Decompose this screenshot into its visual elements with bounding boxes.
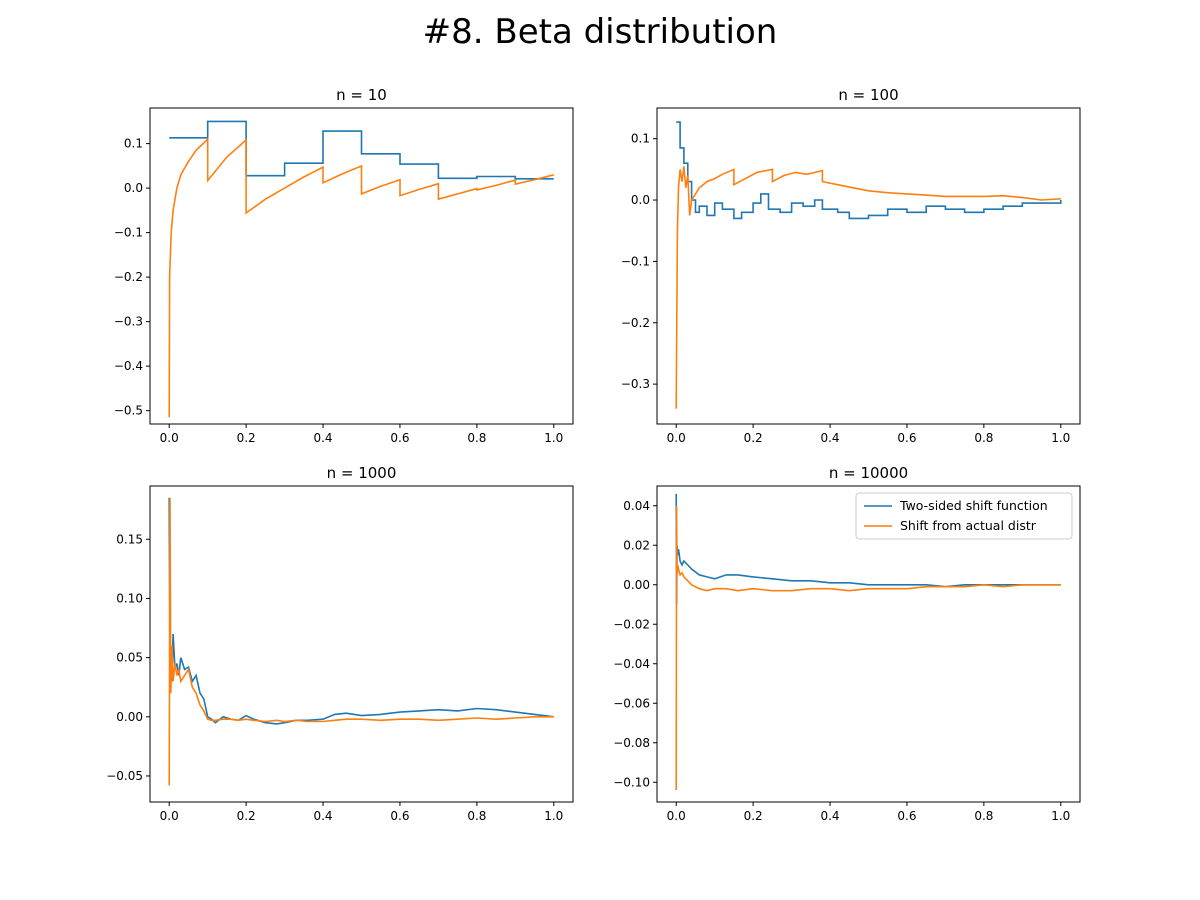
legend-label: Two-sided shift function (899, 498, 1048, 513)
y-tick-label: 0.10 (116, 591, 143, 605)
series-2-line (675, 505, 1061, 791)
y-tick-label: 0.0 (124, 181, 143, 195)
x-tick-label: 0.0 (160, 431, 179, 445)
series-1-line (675, 493, 1061, 605)
subplot-title: n = 10 (336, 86, 387, 104)
legend: Two-sided shift function Shift from actua… (855, 492, 1073, 540)
x-tick-label: 0.4 (313, 431, 332, 445)
y-tick-label: 0.15 (116, 532, 143, 546)
x-tick-label: 0.8 (467, 809, 486, 823)
y-tick-label: −0.2 (621, 316, 650, 330)
y-tick-label: −0.1 (621, 254, 650, 268)
series-2-line (168, 137, 554, 418)
y-tick-label: 0.1 (124, 137, 143, 151)
series-1-line (169, 120, 554, 180)
x-tick-label: 0.2 (744, 431, 763, 445)
plot-frame (656, 485, 1081, 803)
x-tick-label: 0.4 (820, 809, 839, 823)
x-tick-label: 1.0 (544, 809, 563, 823)
y-tick-label: −0.5 (114, 404, 143, 418)
y-tick-label: −0.06 (613, 696, 650, 710)
legend-box (855, 492, 1073, 540)
x-tick-label: 0.4 (313, 809, 332, 823)
subplot-4: n = 10000 0.0 0.2 0.4 0.6 0.8 1.0 0.04 0.02 0.00 −… (613, 464, 1081, 823)
y-tick-label: 0.1 (631, 132, 650, 146)
y-tick-label: −0.3 (114, 315, 143, 329)
x-tick-label: 0.4 (820, 431, 839, 445)
y-tick-label: −0.1 (114, 226, 143, 240)
x-tick-label: 1.0 (1051, 809, 1070, 823)
series-2-line (675, 166, 1061, 409)
x-tick-label: 0.0 (667, 431, 686, 445)
x-tick-label: 1.0 (1051, 431, 1070, 445)
x-tick-label: 0.2 (237, 809, 256, 823)
figure-title: #8. Beta distribution (422, 12, 778, 52)
y-tick-label: 0.00 (116, 710, 143, 724)
x-tick-label: 0.6 (897, 431, 916, 445)
plot-frame (149, 485, 574, 803)
series-1-line (168, 497, 554, 725)
x-tick-label: 0.6 (390, 431, 409, 445)
y-tick-label: 0.00 (623, 578, 650, 592)
subplot-2: n = 100 0.0 0.2 0.4 0.6 0.8 1.0 0.1 0.0 −0.1 −0.2 −… (621, 86, 1081, 445)
x-tick-label: 1.0 (544, 431, 563, 445)
y-tick-label: −0.3 (621, 377, 650, 391)
x-tick-label: 0.2 (237, 431, 256, 445)
y-tick-label: −0.4 (114, 359, 143, 373)
subplot-3: n = 1000 0.0 0.2 0.4 0.6 0.8 1.0 0.15 0.10 0.05 0.… (106, 464, 574, 823)
x-tick-label: 0.8 (974, 431, 993, 445)
x-tick-label: 0.8 (467, 431, 486, 445)
x-tick-label: 0.8 (974, 809, 993, 823)
y-tick-label: 0.05 (116, 651, 143, 665)
y-tick-label: −0.04 (613, 657, 650, 671)
x-tick-label: 0.2 (744, 809, 763, 823)
y-tick-label: −0.02 (613, 617, 650, 631)
x-tick-label: 0.6 (897, 809, 916, 823)
x-tick-label: 0.0 (667, 809, 686, 823)
x-tick-label: 0.6 (390, 809, 409, 823)
y-tick-label: −0.05 (106, 769, 143, 783)
y-tick-label: 0.04 (623, 499, 650, 513)
y-tick-label: −0.2 (114, 270, 143, 284)
y-tick-label: 0.02 (623, 538, 650, 552)
plot-frame (656, 107, 1081, 425)
x-tick-label: 0.0 (160, 809, 179, 823)
plot-frame (149, 107, 574, 425)
legend-label: Shift from actual distr (900, 518, 1037, 533)
series-1-line (676, 121, 1062, 220)
subplot-1: n = 10 0.0 0.2 0.4 0.6 0.8 1.0 0.1 0.0 −0.1 −0.2 −0… (114, 86, 574, 445)
y-tick-label: 0.0 (631, 193, 650, 207)
series-2-line (168, 497, 554, 786)
subplot-title: n = 10000 (829, 464, 908, 482)
y-tick-label: −0.08 (613, 736, 650, 750)
y-tick-label: −0.10 (613, 775, 650, 789)
subplot-title: n = 1000 (327, 464, 397, 482)
subplot-title: n = 100 (838, 86, 898, 104)
